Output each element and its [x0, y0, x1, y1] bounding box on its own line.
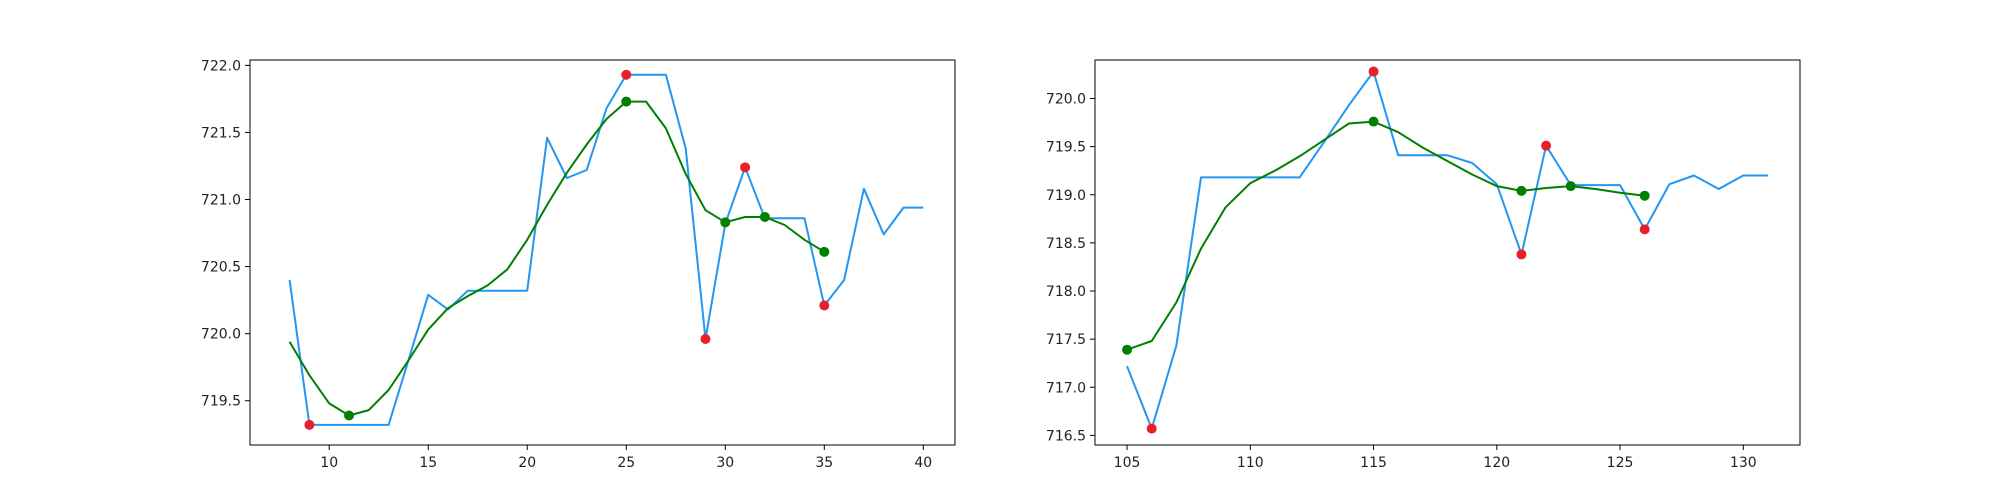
y-tick-label-720: 720.0 — [201, 327, 241, 343]
y-tick-label-720: 720.0 — [1046, 92, 1086, 108]
red-marker-point — [1146, 423, 1157, 434]
x-tick-label-30: 30 — [716, 455, 734, 471]
price-series-line — [288, 73, 924, 426]
green-marker-point — [1639, 190, 1650, 201]
y-tick-label-719: 719.0 — [1046, 188, 1086, 204]
red-marker-point — [700, 334, 711, 345]
y-tick-label-719-5: 719.5 — [201, 394, 241, 410]
x-tick-label-35: 35 — [815, 455, 833, 471]
plot-frame — [1094, 59, 1801, 446]
chart-panel-left: 10 15 20 25 30 35 40 719.5 720.0 720.5 721.0 721.5 7… — [201, 58, 956, 471]
y-tick-label-717-5: 717.5 — [1046, 332, 1086, 348]
x-tick-label-110: 110 — [1237, 455, 1264, 471]
green-marker-point — [1516, 185, 1527, 196]
green-marker-point — [344, 410, 355, 421]
green-marker-point — [720, 217, 731, 228]
x-tick-label-20: 20 — [518, 455, 536, 471]
x-tick-label-40: 40 — [914, 455, 932, 471]
x-tick-label-130: 130 — [1730, 455, 1757, 471]
smoothed-series-line — [1126, 120, 1645, 351]
red-marker-point — [1516, 249, 1527, 260]
green-marker-point — [621, 96, 632, 107]
red-marker-point — [1368, 66, 1379, 77]
y-tick-label-717: 717.0 — [1046, 380, 1086, 396]
green-marker-point — [819, 246, 830, 257]
y-tick-label-721: 721.0 — [201, 193, 241, 209]
y-tick-label-720-5: 720.5 — [201, 260, 241, 276]
x-tick-label-105: 105 — [1114, 455, 1141, 471]
x-tick-label-115: 115 — [1360, 455, 1387, 471]
y-tick-label-719-5: 719.5 — [1046, 140, 1086, 156]
y-tick-label-718: 718.0 — [1046, 284, 1086, 300]
x-tick-label-125: 125 — [1607, 455, 1634, 471]
smoothed-series-line — [288, 100, 825, 417]
green-marker-point — [1368, 116, 1379, 127]
chart-panel-right: 105 110 115 120 125 130 716.5 717.0 717.5 718.0 71… — [1046, 59, 1801, 471]
red-marker-point — [304, 419, 315, 430]
red-marker-point — [1639, 224, 1650, 235]
y-tick-label-722: 722.0 — [201, 58, 241, 74]
price-series-line — [1126, 70, 1768, 430]
red-marker-point — [1541, 140, 1552, 151]
green-marker-point — [759, 211, 770, 222]
y-tick-label-718-5: 718.5 — [1046, 236, 1086, 252]
y-tick-label-721-5: 721.5 — [201, 125, 241, 141]
red-marker-point — [621, 69, 632, 80]
y-tick-label-716-5: 716.5 — [1046, 428, 1086, 444]
x-tick-label-15: 15 — [419, 455, 437, 471]
red-marker-point — [740, 162, 751, 173]
red-marker-point — [819, 300, 830, 311]
green-marker-point — [1565, 181, 1576, 192]
x-tick-label-120: 120 — [1483, 455, 1510, 471]
x-tick-label-10: 10 — [320, 455, 338, 471]
plot-frame — [249, 59, 956, 446]
green-marker-point — [1122, 344, 1133, 355]
x-tick-label-25: 25 — [617, 455, 635, 471]
